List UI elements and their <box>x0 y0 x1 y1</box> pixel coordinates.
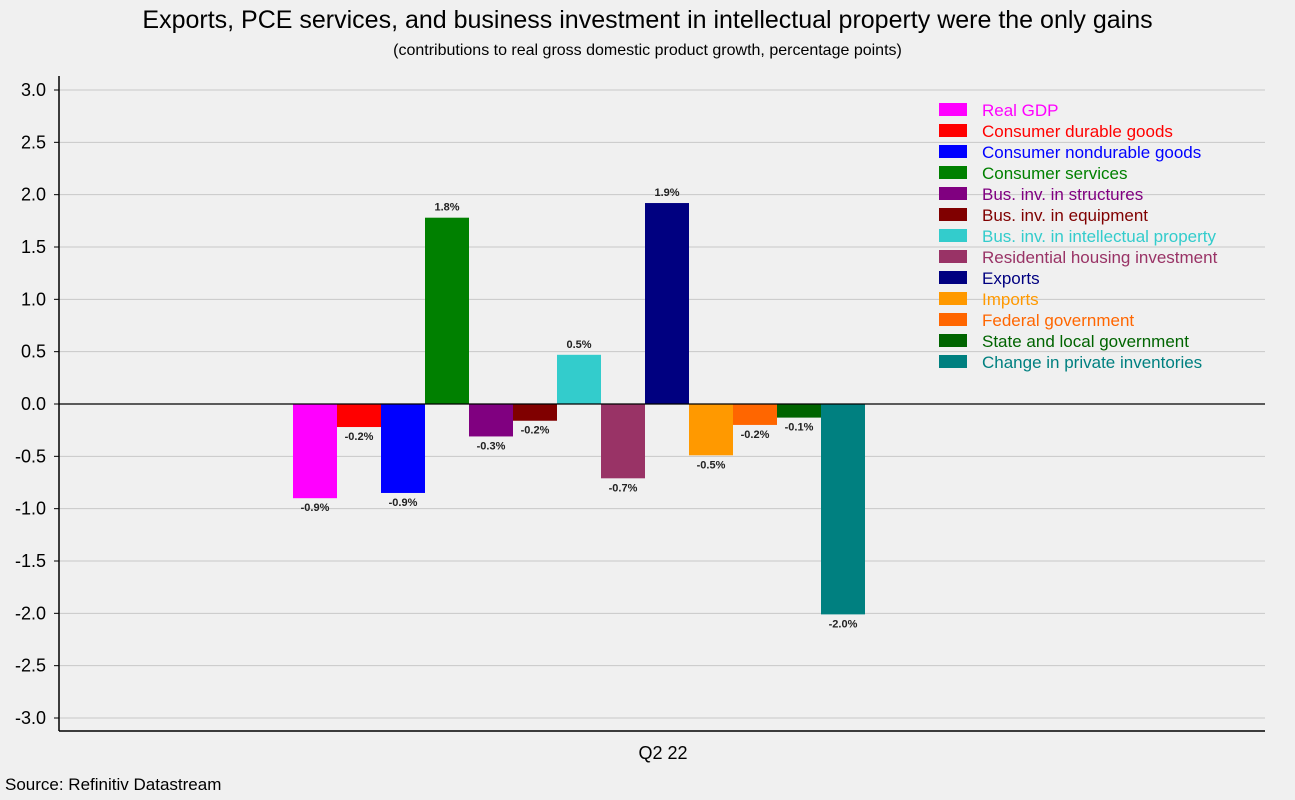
legend-swatch <box>939 208 967 221</box>
legend-swatch <box>939 229 967 242</box>
data-label: -0.2% <box>741 429 770 441</box>
y-tick-label: 3.0 <box>21 80 46 100</box>
legend-swatch <box>939 250 967 263</box>
legend-label: Bus. inv. in structures <box>982 185 1143 204</box>
legend-swatch <box>939 103 967 116</box>
y-tick-label: -2.0 <box>15 603 46 623</box>
y-tick-label: 1.5 <box>21 237 46 257</box>
bar-10 <box>689 404 733 456</box>
data-label: -0.9% <box>301 502 330 514</box>
bar-3 <box>381 404 425 493</box>
legend-swatch <box>939 334 967 347</box>
bar-13 <box>821 404 865 615</box>
chart-title: Exports, PCE services, and business inve… <box>142 6 1153 34</box>
legend-label: Change in private inventories <box>982 353 1202 372</box>
data-label: 1.9% <box>654 187 679 199</box>
axes: 3.0 2.5 2.0 1.5 1.0 0.5 0.0 -0.5 -1.0 -1.5 -2.0 -2.… <box>15 76 1265 763</box>
bar-12 <box>777 404 821 418</box>
legend-label: Residential housing investment <box>982 248 1218 267</box>
y-tick-label: -3.0 <box>15 708 46 728</box>
legend-swatch <box>939 292 967 305</box>
data-label: -0.7% <box>609 482 638 494</box>
data-label: -0.2% <box>345 431 374 443</box>
y-tick-label: 1.0 <box>21 289 46 309</box>
legend-swatch <box>939 271 967 284</box>
legend-label: Consumer durable goods <box>982 122 1173 141</box>
legend-label: Exports <box>982 269 1040 288</box>
data-label: 0.5% <box>566 339 591 351</box>
legend-swatch <box>939 124 967 137</box>
legend-label: Real GDP <box>982 101 1059 120</box>
y-tick-label: -1.0 <box>15 499 46 519</box>
legend-label: Consumer services <box>982 164 1128 183</box>
legend-label: Bus. inv. in equipment <box>982 206 1148 225</box>
data-label: -0.1% <box>785 422 814 434</box>
legend-swatch <box>939 166 967 179</box>
chart-subtitle: (contributions to real gross domestic pr… <box>393 42 902 59</box>
x-tick-label: Q2 22 <box>638 743 687 763</box>
bar-5 <box>469 404 513 437</box>
legend-label: Bus. inv. in intellectual property <box>982 227 1217 246</box>
y-tick-label: 0.0 <box>21 394 46 414</box>
bar-7 <box>557 354 601 404</box>
data-label: -0.9% <box>389 497 418 509</box>
bar-9 <box>645 203 689 404</box>
bar-8 <box>601 404 645 479</box>
bar-4 <box>425 217 469 404</box>
bar-11 <box>733 404 777 425</box>
source-note: Source: Refinitiv Datastream <box>5 775 222 794</box>
bar-2 <box>337 404 381 428</box>
legend-swatch <box>939 355 967 368</box>
bar-6 <box>513 404 557 421</box>
data-label: -0.5% <box>697 459 726 471</box>
data-label: -2.0% <box>829 618 858 630</box>
bar-1 <box>293 404 337 499</box>
y-tick-label: -0.5 <box>15 446 46 466</box>
legend-label: Consumer nondurable goods <box>982 143 1201 162</box>
y-tick-label: 0.5 <box>21 342 46 362</box>
y-tick-label: 2.0 <box>21 185 46 205</box>
legend-label: Imports <box>982 290 1039 309</box>
data-label: 1.8% <box>434 202 459 214</box>
legend: Real GDP Consumer durable goods Consumer n… <box>939 101 1218 372</box>
y-tick-label: -2.5 <box>15 656 46 676</box>
legend-swatch <box>939 187 967 200</box>
legend-swatch <box>939 145 967 158</box>
bars: -0.9% -0.2% -0.9% 1.8% -0.3% -0.2% 0.5% -0.7% 1.… <box>293 187 865 630</box>
data-label: -0.3% <box>477 440 506 452</box>
legend-label: State and local government <box>982 332 1189 351</box>
data-label: -0.2% <box>521 425 550 437</box>
y-tick-label: -1.5 <box>15 551 46 571</box>
legend-swatch <box>939 313 967 326</box>
y-tick-label: 2.5 <box>21 132 46 152</box>
legend-label: Federal government <box>982 311 1134 330</box>
